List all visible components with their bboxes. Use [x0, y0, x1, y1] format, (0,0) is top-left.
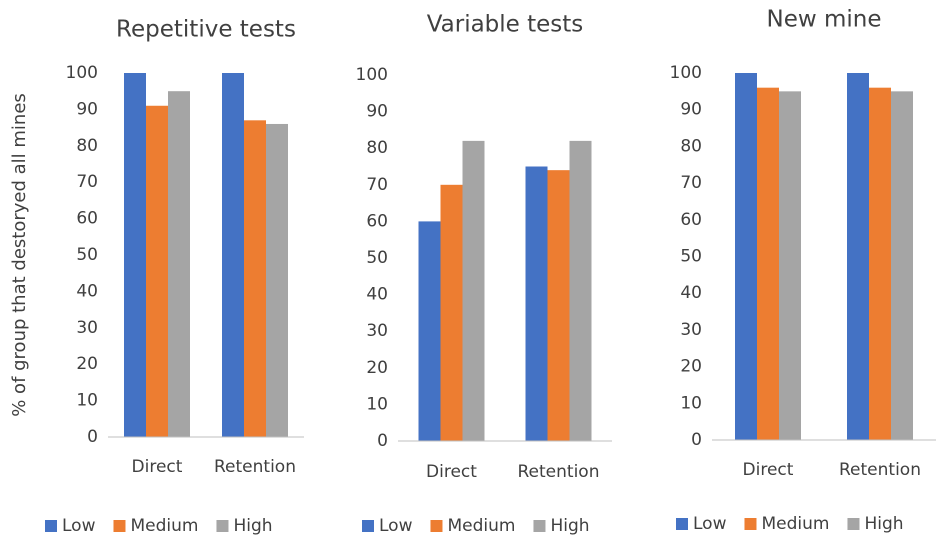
- legend-label: High: [864, 514, 903, 534]
- legend-swatch: [45, 520, 57, 532]
- y-tick-label: 70: [366, 175, 388, 195]
- x-tick-label: Retention: [518, 462, 600, 482]
- bar: [462, 140, 485, 441]
- x-tick-label: Direct: [743, 460, 794, 480]
- legend-label: High: [233, 516, 272, 536]
- x-tick-label: Retention: [839, 460, 921, 480]
- bar: [847, 73, 869, 440]
- chart-title: Variable tests: [427, 12, 584, 38]
- y-tick-label: 80: [76, 136, 98, 156]
- y-tick-label: 60: [680, 210, 702, 230]
- y-tick-label: 80: [680, 136, 702, 156]
- y-tick-label: 90: [76, 99, 98, 119]
- y-tick-label: 30: [76, 318, 98, 338]
- legend-label: Low: [62, 516, 96, 536]
- y-tick-label: 40: [366, 285, 388, 305]
- bar: [525, 166, 548, 441]
- x-tick-label: Direct: [426, 462, 477, 482]
- y-tick-label: 100: [670, 63, 702, 83]
- y-tick-label: 10: [680, 393, 702, 413]
- bar: [779, 91, 801, 440]
- y-tick-label: 30: [366, 321, 388, 341]
- chart-title: New mine: [767, 7, 882, 33]
- legend-swatch: [216, 520, 229, 532]
- y-tick-label: 10: [366, 394, 388, 414]
- y-tick-label: 20: [76, 354, 98, 374]
- y-tick-label: 90: [680, 100, 702, 120]
- y-tick-label: 60: [366, 211, 388, 231]
- bar: [569, 140, 592, 441]
- legend-swatch: [676, 518, 688, 530]
- bar: [244, 120, 266, 437]
- y-tick-label: 30: [680, 320, 702, 340]
- legend-swatch: [533, 520, 546, 532]
- bar: [869, 87, 891, 441]
- y-tick-label: 90: [366, 102, 388, 122]
- y-tick-label: 100: [66, 63, 98, 83]
- legend-swatch: [362, 520, 374, 532]
- y-tick-label: 20: [680, 357, 702, 377]
- y-tick-label: 70: [76, 172, 98, 192]
- y-tick-label: 0: [377, 431, 388, 451]
- bar: [168, 91, 190, 437]
- bar: [735, 73, 757, 440]
- y-tick-label: 20: [366, 358, 388, 378]
- y-tick-label: 40: [76, 281, 98, 301]
- y-tick-label: 0: [87, 427, 98, 447]
- bar: [418, 221, 441, 441]
- y-tick-label: 10: [76, 391, 98, 411]
- bar: [757, 87, 779, 441]
- y-tick-label: 70: [680, 173, 702, 193]
- bar: [891, 91, 913, 440]
- legend-swatch: [430, 520, 443, 532]
- x-tick-label: Retention: [214, 457, 296, 477]
- legend-label: Medium: [447, 516, 515, 536]
- bar: [547, 170, 570, 441]
- legend-label: High: [550, 516, 589, 536]
- legend-label: Low: [693, 514, 727, 534]
- bar: [266, 123, 288, 438]
- y-tick-label: 0: [691, 430, 702, 450]
- legend-swatch: [744, 518, 757, 530]
- x-tick-label: Direct: [132, 457, 183, 477]
- bar: [440, 184, 463, 442]
- bar: [146, 105, 168, 437]
- bar: [124, 73, 146, 437]
- y-axis-label: % of group that destoryed all mines: [9, 93, 30, 417]
- y-tick-label: 50: [76, 245, 98, 265]
- y-tick-label: 80: [366, 138, 388, 158]
- y-tick-label: 100: [356, 65, 388, 85]
- legend-swatch: [113, 520, 126, 532]
- legend-label: Medium: [761, 514, 829, 534]
- y-tick-label: 60: [76, 209, 98, 229]
- y-tick-label: 50: [366, 248, 388, 268]
- y-tick-label: 50: [680, 247, 702, 267]
- y-tick-label: 40: [680, 283, 702, 303]
- legend-label: Low: [379, 516, 413, 536]
- legend-swatch: [847, 518, 860, 530]
- chart-title: Repetitive tests: [116, 17, 296, 43]
- legend-label: Medium: [130, 516, 198, 536]
- bar: [222, 73, 244, 437]
